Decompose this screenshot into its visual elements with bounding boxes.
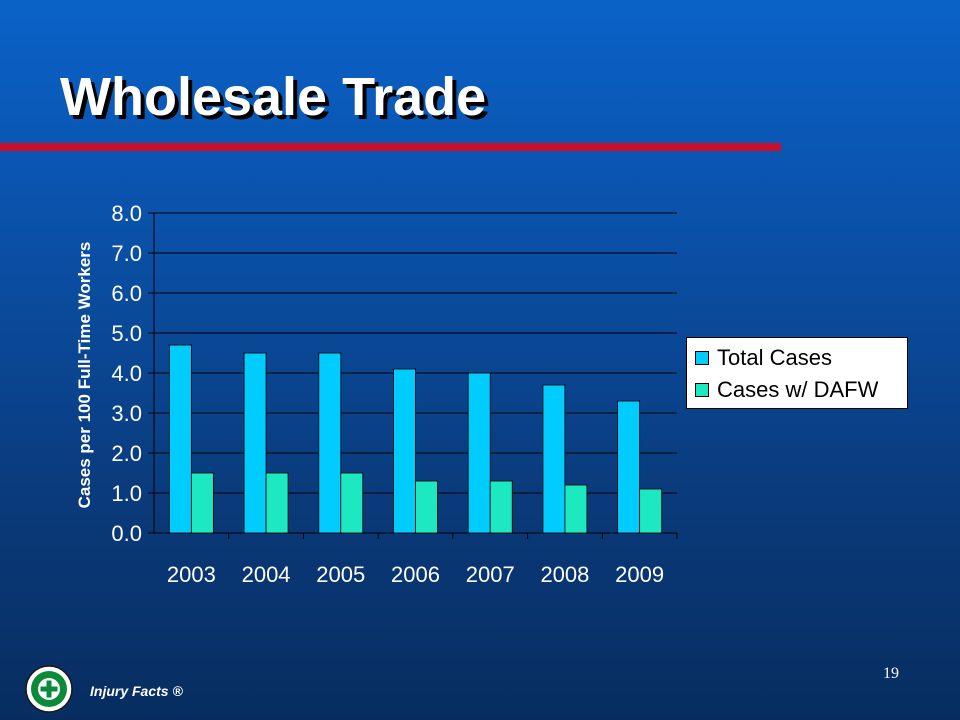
bar-cases-dafw — [639, 488, 663, 534]
legend-item-total-cases: Total Cases — [695, 342, 899, 374]
legend-label-cases-dafw: Cases w/ DAFW — [717, 377, 879, 402]
page-number: 19 — [883, 665, 899, 682]
x-tick-label: 2009 — [615, 562, 664, 587]
footer-injury-facts: Injury Facts ® — [90, 683, 183, 699]
bar-cases-dafw — [489, 480, 513, 534]
bar-total-cases — [467, 372, 491, 534]
bar-total-cases — [393, 368, 416, 534]
bar-total-cases — [542, 384, 566, 534]
bar-cases-dafw — [415, 480, 438, 534]
y-tick-label: 1.0 — [111, 481, 142, 506]
legend-swatch-cases-dafw — [695, 383, 709, 397]
x-tick-label: 2005 — [316, 562, 365, 587]
bar-total-cases — [168, 344, 192, 534]
x-tick-label: 2007 — [466, 562, 515, 587]
legend-label-total-cases: Total Cases — [717, 345, 832, 370]
x-tick-label: 2004 — [242, 562, 291, 587]
y-tick-label: 0.0 — [111, 521, 142, 546]
legend-swatch-total-cases — [695, 351, 709, 365]
title-underline — [0, 143, 781, 151]
bar-cases-dafw — [265, 472, 289, 534]
bar-total-cases — [617, 400, 641, 534]
y-tick-label: 4.0 — [111, 361, 142, 386]
bar-total-cases — [243, 352, 267, 534]
x-tick-label: 2003 — [167, 562, 216, 587]
nsc-logo-icon — [25, 665, 73, 713]
x-tick-label: 2006 — [391, 562, 440, 587]
chart-legend: Total Cases Cases w/ DAFW — [686, 337, 908, 409]
bar-cases-dafw — [564, 484, 588, 534]
y-tick-label: 8.0 — [111, 201, 142, 226]
bar-cases-dafw — [340, 472, 364, 534]
bar-total-cases — [318, 352, 342, 534]
y-tick-label: 6.0 — [111, 281, 142, 306]
y-tick-label: 7.0 — [111, 241, 142, 266]
y-tick-label: 2.0 — [111, 441, 142, 466]
legend-item-cases-dafw: Cases w/ DAFW — [695, 374, 899, 406]
y-axis-label: Cases per 100 Full-Time Workers — [75, 242, 94, 509]
y-tick-label: 5.0 — [111, 321, 142, 346]
y-tick-label: 3.0 — [111, 401, 142, 426]
slide-title: Wholesale Trade — [60, 67, 487, 127]
bar-cases-dafw — [190, 472, 214, 534]
x-tick-label: 2008 — [540, 562, 589, 587]
